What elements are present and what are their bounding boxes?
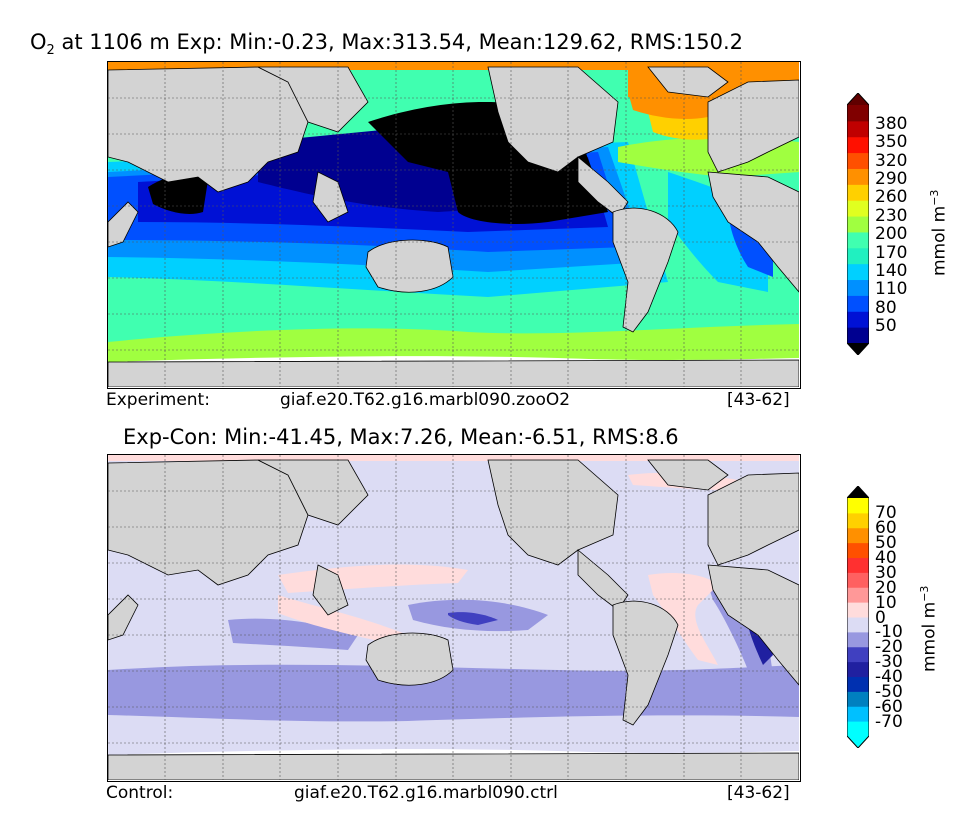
unit-exponent: −3 bbox=[928, 189, 941, 206]
top-colorbar-tick-label: 380 bbox=[875, 114, 908, 134]
bottom-colorbar-segment bbox=[847, 527, 869, 544]
top-caption-right: [43-62] bbox=[727, 390, 790, 410]
land bbox=[108, 66, 799, 387]
top-caption-mid: giaf.e20.T62.g16.marbl090.zooO2 bbox=[280, 390, 571, 410]
bottom-colorbar-segment bbox=[847, 617, 869, 633]
top-colorbar-under-arrow bbox=[847, 343, 869, 355]
arctic-strip bbox=[108, 455, 799, 461]
top-colorbar-tick-label: 140 bbox=[875, 260, 908, 281]
bottom-colorbar-unit: mmol m−3 bbox=[918, 586, 940, 672]
pacific-core bbox=[448, 612, 498, 625]
top-colorbar-segment bbox=[847, 311, 869, 328]
bottom-colorbar-segment bbox=[847, 631, 869, 648]
bottom-colorbar-segment bbox=[847, 676, 869, 692]
top-caption-left: Experiment: bbox=[106, 390, 210, 410]
grid-lines bbox=[108, 455, 799, 780]
bottom-caption-left: Control: bbox=[106, 783, 174, 803]
bottom-colorbar-segment bbox=[847, 661, 869, 677]
bottom-colorbar-segment bbox=[847, 646, 869, 663]
top-colorbar-tick-label: 320 bbox=[875, 150, 908, 171]
bottom-colorbar-segment bbox=[847, 602, 869, 618]
bottom-colorbar-segment bbox=[847, 721, 869, 737]
bottom-colorbar-segment bbox=[847, 691, 869, 707]
top-colorbar-tick-label: 200 bbox=[875, 224, 908, 245]
top-colorbar-segment bbox=[847, 247, 869, 265]
bottom-colorbar-tick-label: -10 bbox=[875, 622, 903, 643]
bottom-colorbar-tick-label: -60 bbox=[875, 697, 903, 718]
bottom-caption-right: [43-62] bbox=[727, 783, 790, 803]
bottom-colorbar-tick-label: 30 bbox=[875, 562, 897, 583]
top-colorbar-segment bbox=[847, 279, 869, 296]
top-colorbar-tick-label: 290 bbox=[875, 169, 908, 190]
bottom-colorbar-segment bbox=[847, 512, 869, 529]
unit-text: mmol m bbox=[929, 205, 950, 276]
top-colorbar-tick-label: 260 bbox=[875, 187, 908, 208]
top-colorbar bbox=[846, 92, 870, 356]
top-colorbar-segment bbox=[847, 105, 869, 122]
top-colorbar-segment bbox=[847, 263, 869, 281]
top-colorbar-tick-label: 50 bbox=[875, 316, 897, 336]
title-variable: O bbox=[30, 30, 47, 54]
west-pacific-pink bbox=[278, 595, 408, 645]
bottom-colorbar bbox=[846, 485, 870, 749]
title-subscript: 2 bbox=[46, 43, 55, 59]
top-colorbar-tick-label: 230 bbox=[875, 205, 908, 226]
bottom-colorbar-segment bbox=[847, 498, 869, 514]
bottom-colorbar-tick-label: 70 bbox=[875, 503, 897, 523]
top-colorbar-segment bbox=[847, 231, 869, 249]
top-colorbar-segment bbox=[847, 120, 869, 138]
top-colorbar-unit: mmol m−3 bbox=[928, 190, 950, 276]
top-colorbar-segment bbox=[847, 136, 869, 154]
bottom-colorbar-over-arrow bbox=[847, 486, 869, 498]
bottom-colorbar-segment bbox=[847, 542, 869, 558]
bottom-colorbar-tick-label: 50 bbox=[875, 532, 897, 553]
bottom-colorbar-tick-label: -20 bbox=[875, 637, 903, 658]
bottom-colorbar-tick-label: -30 bbox=[875, 652, 903, 673]
top-colorbar-segment bbox=[847, 295, 869, 312]
title-stats: at 1106 m Exp: Min:-0.23, Max:313.54, Me… bbox=[54, 30, 743, 54]
bottom-colorbar-tick-label: -50 bbox=[875, 682, 903, 703]
top-colorbar-tick-label: 170 bbox=[875, 242, 908, 263]
indian-oxygen-minimum bbox=[148, 175, 208, 215]
top-colorbar-segment bbox=[847, 216, 869, 233]
unit-exponent: −3 bbox=[918, 585, 931, 602]
top-colorbar-segment bbox=[847, 168, 869, 185]
grid-lines bbox=[108, 62, 799, 387]
antarctic-band bbox=[108, 324, 799, 362]
bottom-colorbar-segment bbox=[847, 557, 869, 573]
arctic-strip bbox=[108, 62, 799, 70]
bottom-colorbar-tick-label: 0 bbox=[875, 607, 886, 628]
bottom-colorbar-tick-label: -70 bbox=[875, 712, 903, 732]
bottom-colorbar-segment bbox=[847, 587, 869, 603]
unit-text: mmol m bbox=[919, 601, 940, 672]
top-colorbar-segment bbox=[847, 184, 869, 201]
bottom-colorbar-segment bbox=[847, 572, 869, 588]
top-colorbar-tick-label: 350 bbox=[875, 132, 908, 153]
southern-band-1 bbox=[108, 664, 799, 722]
bottom-map-title: Exp-Con: Min:-41.45, Max:7.26, Mean:-6.5… bbox=[123, 425, 679, 449]
top-colorbar-tick-label: 80 bbox=[875, 297, 897, 318]
bottom-caption-mid: giaf.e20.T62.g16.marbl090.ctrl bbox=[294, 783, 558, 803]
top-map bbox=[107, 61, 801, 389]
bottom-colorbar-tick-label: 20 bbox=[875, 577, 897, 598]
bottom-map bbox=[107, 454, 801, 782]
bottom-colorbar-segment bbox=[847, 706, 869, 722]
land bbox=[108, 459, 799, 780]
bottom-colorbar-under-arrow bbox=[847, 736, 869, 748]
top-colorbar-tick-label: 110 bbox=[875, 279, 908, 300]
atlantic-pink bbox=[648, 573, 718, 665]
top-colorbar-segment bbox=[847, 200, 869, 217]
top-colorbar-over-arrow bbox=[847, 93, 869, 105]
bottom-colorbar-tick-label: 10 bbox=[875, 592, 897, 613]
top-colorbar-segment bbox=[847, 152, 869, 169]
bottom-colorbar-tick-label: -40 bbox=[875, 667, 903, 688]
bottom-colorbar-tick-label: 40 bbox=[875, 547, 897, 568]
bottom-colorbar-tick-label: 60 bbox=[875, 517, 897, 538]
top-map-title: O2 at 1106 m Exp: Min:-0.23, Max:313.54,… bbox=[30, 30, 743, 58]
top-colorbar-segment bbox=[847, 327, 869, 344]
